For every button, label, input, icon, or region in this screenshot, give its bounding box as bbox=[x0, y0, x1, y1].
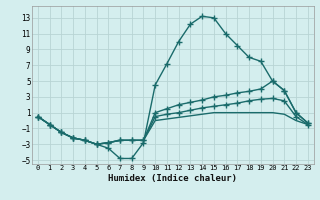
X-axis label: Humidex (Indice chaleur): Humidex (Indice chaleur) bbox=[108, 174, 237, 183]
